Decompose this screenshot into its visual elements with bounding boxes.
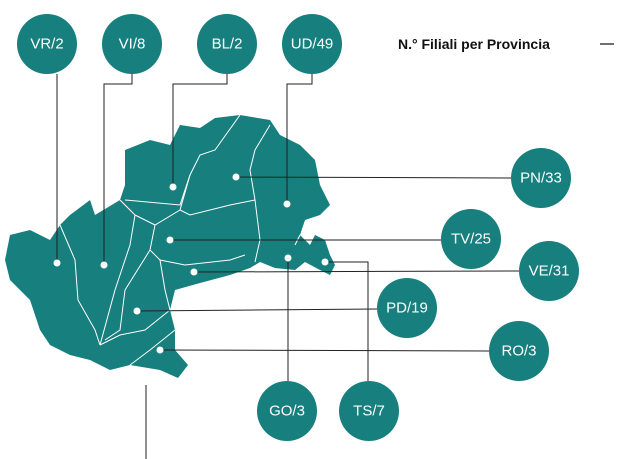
province-label: TV/25 <box>451 231 491 248</box>
province-badge <box>282 14 342 74</box>
leader-line <box>172 74 228 187</box>
region-map <box>5 114 335 378</box>
map-dot <box>156 346 164 354</box>
province-badge <box>377 278 437 338</box>
leader-line <box>193 270 520 273</box>
leader-line <box>286 74 313 204</box>
province-badge <box>257 381 317 441</box>
leader-line <box>235 176 512 179</box>
map-dot <box>166 236 174 244</box>
region-shape <box>5 115 335 378</box>
province-badge <box>511 148 571 208</box>
province-label: TS/7 <box>353 403 385 420</box>
leader-line <box>325 261 369 381</box>
province-badge <box>197 14 257 74</box>
leader-line <box>136 308 378 312</box>
title: N.° Filiali per Provincia <box>398 36 550 52</box>
province-label: RO/3 <box>501 343 536 360</box>
province-badge <box>17 14 77 74</box>
province-label: PN/33 <box>520 170 562 187</box>
province-label: VE/31 <box>529 263 570 280</box>
map-dot <box>232 173 240 181</box>
province-label: VI/8 <box>119 36 146 53</box>
province-badge <box>519 241 579 301</box>
province-label: VR/2 <box>30 36 63 53</box>
map-dot <box>321 258 329 266</box>
map-dot <box>133 307 141 315</box>
province-badge <box>102 14 162 74</box>
map-dot <box>283 200 291 208</box>
map-dot <box>284 254 292 262</box>
leader-line <box>159 349 490 352</box>
province-badge <box>339 381 399 441</box>
leader-line <box>103 74 133 265</box>
province-label: UD/49 <box>291 36 334 53</box>
map-dot <box>100 261 108 269</box>
province-label: PD/19 <box>386 300 428 317</box>
map-dot <box>190 268 198 276</box>
province-label: GO/3 <box>269 403 305 420</box>
map-dot <box>53 259 61 267</box>
province-badge <box>489 321 549 381</box>
map-dot <box>169 183 177 191</box>
province-label: BL/2 <box>212 36 243 53</box>
province-badge <box>441 209 501 269</box>
